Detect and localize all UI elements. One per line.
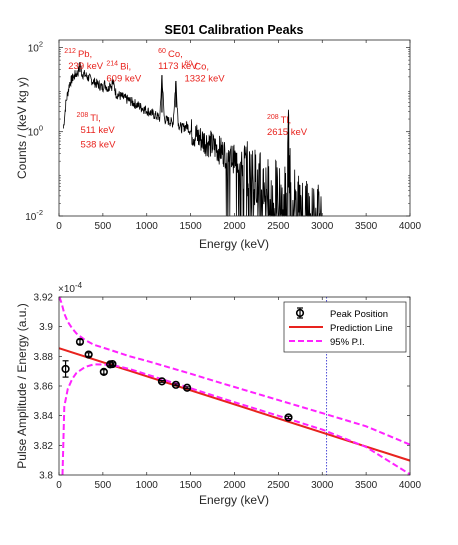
spectrum-line	[63, 62, 323, 217]
bottom-x-tick-label: 1500	[180, 480, 203, 491]
peak-position-point	[99, 367, 108, 377]
top-x-tick-label: 3500	[355, 221, 378, 232]
peak-annotation-energy: 2615 keV	[267, 127, 308, 138]
top-plot-area	[59, 40, 410, 216]
bottom-x-axis-label: Energy (keV)	[199, 493, 269, 507]
peak-annotation-isotope: 208 Tl,	[267, 114, 291, 126]
peak-annotation-energy: 609 keV	[106, 73, 142, 84]
top-y-tick-label: 10-2	[25, 208, 43, 223]
bottom-y-tick-label: 3.86	[34, 382, 54, 393]
bottom-x-tick-label: 3500	[355, 480, 378, 491]
peak-position-point	[171, 380, 180, 389]
top-y-tick-label: 102	[28, 39, 43, 54]
peak-position-point	[284, 413, 293, 422]
peak-annotation-energy: 538 keV	[81, 140, 117, 151]
bottom-y-tick-label: 3.92	[34, 293, 54, 304]
legend-marker-peak	[295, 307, 305, 319]
bottom-y-tick-label: 3.84	[34, 411, 54, 422]
bottom-x-tick-label: 1000	[136, 480, 159, 491]
top-x-tick-label: 0	[56, 221, 62, 232]
top-plot-frame	[58, 39, 411, 217]
top-plot: 0 500 1000 1500 2000 2500 3000 3500 4000 10-2 100 1…	[25, 39, 421, 232]
top-y-tick-label: 100	[28, 124, 43, 139]
peak-annotation-isotope: 60 Co,	[184, 60, 209, 72]
bottom-x-tick-label: 4000	[399, 480, 422, 491]
bottom-y-tick-label: 3.9	[39, 322, 53, 333]
bottom-x-tick-label: 3000	[311, 480, 334, 491]
peak-position-point	[108, 359, 117, 369]
bottom-y-tick-label: 3.8	[39, 471, 53, 482]
bottom-y-axis-label: Pulse Amplitude / Energy (a.u.)	[15, 303, 29, 468]
top-x-tick-label: 1500	[180, 221, 203, 232]
bottom-y-tick-label: 3.88	[34, 352, 54, 363]
bottom-y-tick-label: 3.82	[34, 441, 54, 452]
bottom-x-tick-label: 500	[95, 480, 112, 491]
top-x-tick-label: 500	[95, 221, 112, 232]
bottom-x-tick-label: 2500	[267, 480, 290, 491]
peak-annotation-energy: 511 keV	[81, 125, 116, 136]
bottom-plot-frame	[58, 296, 411, 476]
top-x-axis-label: Energy (keV)	[199, 237, 269, 251]
top-x-tick-label: 3000	[311, 221, 334, 232]
peak-annotation-energy: 239 keV	[68, 61, 104, 72]
pi-upper-curve	[59, 297, 410, 446]
top-x-tick-label: 4000	[399, 221, 422, 232]
peak-annotation-isotope: 212 Pb,	[64, 48, 92, 60]
y-multiplier: ×10-4	[58, 281, 83, 295]
peak-annotation-energy: 1332 keV	[184, 73, 225, 84]
bottom-x-tick-label: 0	[56, 480, 62, 491]
peak-annotation-isotope: 208 Tl,	[77, 112, 101, 124]
top-x-tick-label: 1000	[136, 221, 159, 232]
top-x-tick-label: 2500	[267, 221, 290, 232]
top-chart-title: SE01 Calibration Peaks	[165, 23, 304, 37]
bottom-x-tick-label: 2000	[223, 480, 246, 491]
peak-position-point	[84, 350, 93, 359]
legend-label-peak: Peak Position	[330, 309, 388, 320]
peak-annotation-isotope: 214 Bi,	[106, 60, 131, 72]
peak-annotation-isotope: 60 Co,	[158, 48, 183, 60]
peak-position-point	[157, 377, 167, 386]
peak-position-point	[183, 383, 192, 392]
bottom-plot: 0 500 1000 1500 2000 2500 3000 3500 4000 3.8 3.82 3…	[34, 293, 422, 492]
peak-annotation-energy: 1173 keV	[158, 61, 198, 72]
legend-label-prediction: Prediction Line	[330, 323, 393, 334]
peak-position-point	[75, 337, 85, 346]
top-y-axis-label: Counts / (keV kg y)	[15, 77, 29, 179]
peak-position-point	[61, 364, 70, 374]
legend: Peak Position Prediction Line 95% P.I.	[283, 301, 407, 353]
legend-label-pi: 95% P.I.	[330, 337, 365, 348]
top-x-tick-label: 2000	[223, 221, 246, 232]
